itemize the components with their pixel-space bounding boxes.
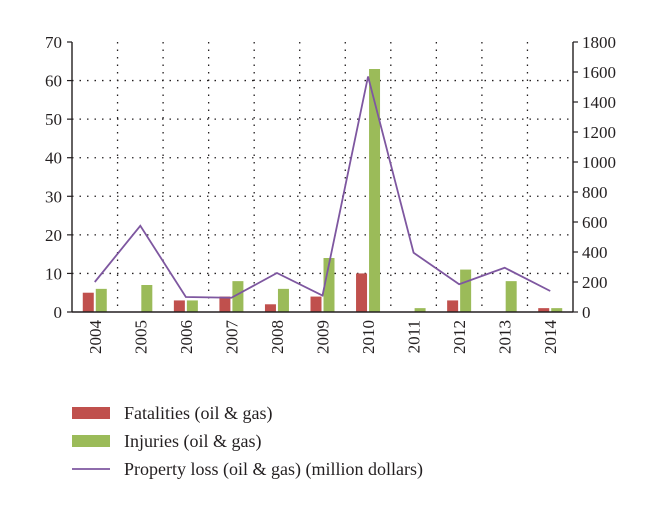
bar-injuries (551, 308, 563, 312)
bar-fatalities (82, 292, 94, 312)
x-tick-label: 2014 (541, 320, 560, 355)
left-tick-label: 60 (45, 72, 62, 91)
left-tick-label: 40 (45, 149, 62, 168)
property-loss-line-group (94, 76, 551, 299)
legend-label: Injuries (oil & gas) (124, 431, 261, 452)
bar-fatalities (310, 296, 322, 312)
left-tick-label: 70 (45, 33, 62, 52)
left-tick-label: 50 (45, 110, 62, 129)
x-tick-label: 2011 (405, 320, 424, 353)
right-tick-label: 1400 (582, 93, 616, 112)
legend-swatch (72, 435, 110, 447)
bar-fatalities (356, 273, 368, 312)
bar-injuries (369, 69, 381, 312)
right-tick-label: 0 (582, 303, 591, 322)
bar-injuries (277, 288, 289, 312)
legend: Fatalities (oil & gas) Injuries (oil & ga… (72, 403, 423, 480)
bar-injuries (186, 300, 198, 312)
left-tick-label: 20 (45, 226, 62, 245)
bar-fatalities (538, 308, 550, 312)
bar-injuries (505, 281, 517, 312)
bar-injuries (232, 281, 244, 312)
right-tick-label: 800 (582, 183, 608, 202)
right-tick-label: 1800 (582, 33, 616, 52)
left-axis-ticks: 0 10 20 30 40 50 60 70 (45, 33, 72, 322)
x-tick-label: 2013 (496, 320, 515, 354)
x-tick-label: 2009 (314, 320, 333, 354)
bar-injuries (323, 258, 335, 312)
bar-fatalities (264, 304, 276, 312)
bar-injuries (460, 269, 472, 312)
right-tick-label: 1600 (582, 63, 616, 82)
bar-fatalities (219, 296, 231, 312)
legend-label: Property loss (oil & gas) (million dolla… (124, 459, 423, 480)
left-tick-label: 0 (54, 303, 63, 322)
right-tick-label: 200 (582, 273, 608, 292)
bar-injuries (414, 308, 426, 312)
bar-injuries (95, 288, 107, 312)
x-tick-label: 2012 (450, 320, 469, 354)
right-tick-label: 1200 (582, 123, 616, 142)
x-tick-label: 2004 (86, 320, 105, 355)
x-tick-label: 2010 (359, 320, 378, 354)
legend-label: Fatalities (oil & gas) (124, 403, 272, 424)
x-tick-label: 2007 (222, 320, 241, 355)
axes (71, 42, 574, 313)
right-axis-ticks: 0 200 400 600 800 1000 1200 1400 1600 1800 (573, 33, 616, 322)
right-tick-label: 600 (582, 213, 608, 232)
x-axis-ticks: 2004 2005 2006 2007 2008 2009 2010 2011 2012 2013… (86, 320, 560, 355)
bar-fatalities (447, 300, 459, 312)
legend-swatch (72, 407, 110, 419)
bar-fatalities (173, 300, 185, 312)
x-tick-label: 2008 (268, 320, 287, 354)
bar-injuries (141, 285, 153, 312)
bars (82, 69, 563, 312)
left-tick-label: 10 (45, 264, 62, 283)
right-tick-label: 1000 (582, 153, 616, 172)
gridlines (72, 42, 573, 312)
x-tick-label: 2006 (177, 320, 196, 354)
left-tick-label: 30 (45, 187, 62, 206)
right-tick-label: 400 (582, 243, 608, 262)
x-tick-label: 2005 (131, 320, 150, 354)
